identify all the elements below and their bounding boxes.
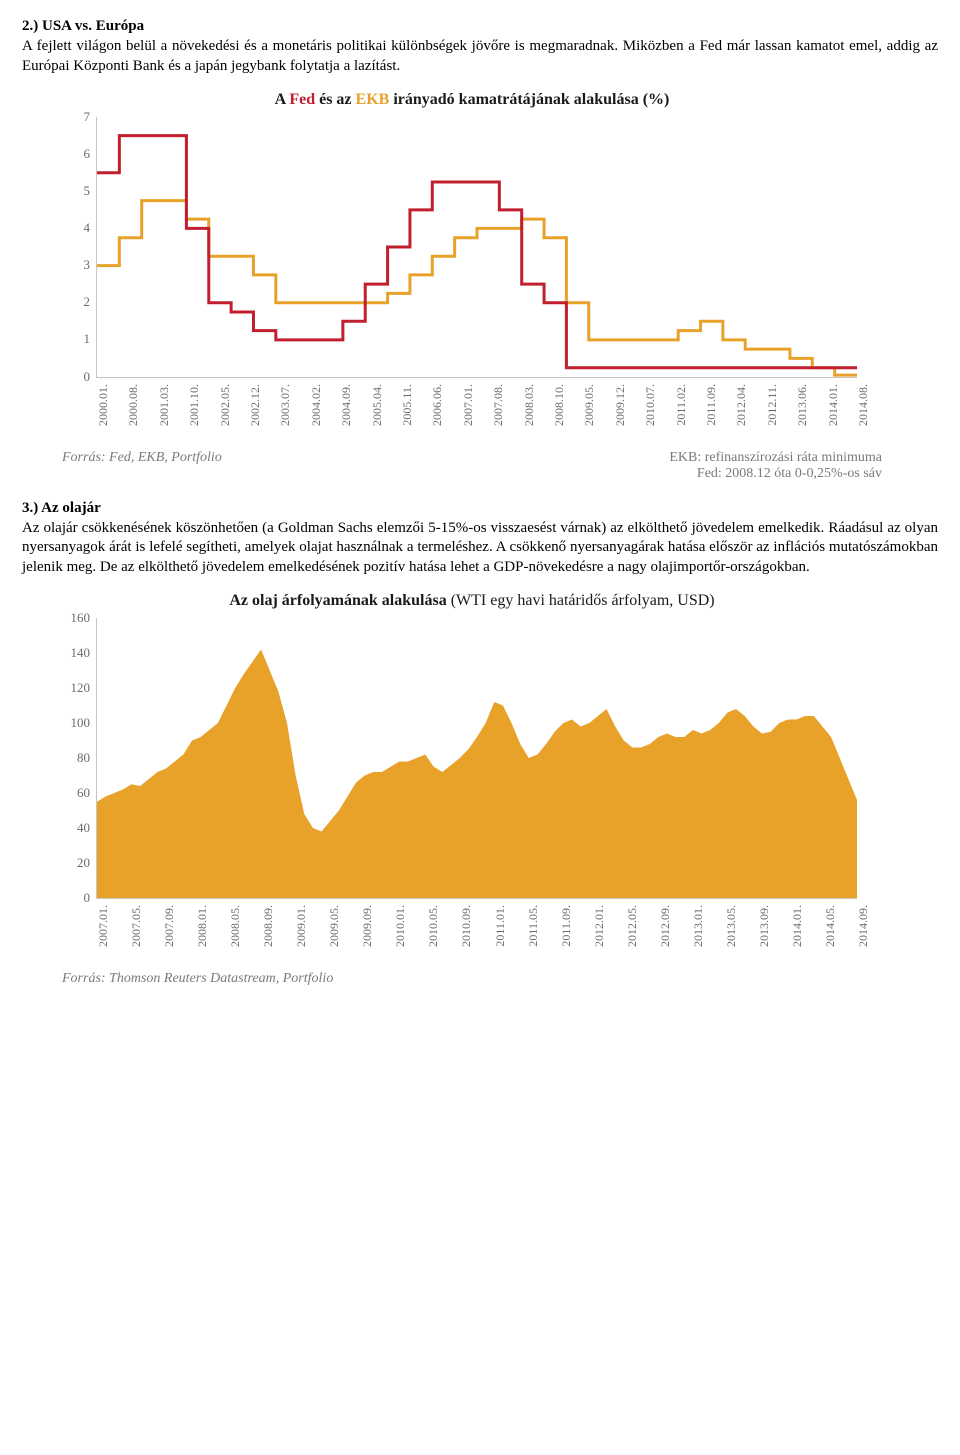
- chart1-xaxis: 2000.01.2000.08.2001.03.2001.10.2002.05.…: [96, 378, 856, 448]
- chart1-rightnote: EKB: refinanszírozási ráta minimuma Fed:…: [669, 450, 882, 482]
- chart-oil: Az olaj árfolyamának alakulása (WTI egy …: [62, 592, 882, 987]
- chart1-rightnote2: Fed: 2008.12 óta 0-0,25%-os sáv: [697, 466, 882, 481]
- chart1-plot: [96, 117, 857, 378]
- section3-body: Az olajár csökkenésének köszönhetően (a …: [22, 519, 938, 578]
- chart2-yaxis: 020406080100120140160: [62, 618, 96, 898]
- section2-title: 2.) USA vs. Európa: [22, 18, 938, 35]
- chart2-plot: [96, 618, 857, 899]
- chart1-title-mid: és az: [315, 91, 355, 108]
- chart2-title-rest: (WTI egy havi határidős árfolyam, USD): [451, 592, 715, 609]
- section3-title: 3.) Az olajár: [22, 500, 938, 517]
- chart1-title-prefix: A: [275, 91, 290, 108]
- chart1-yaxis: 01234567: [62, 117, 96, 377]
- chart2-title-prefix: Az olaj árfolyamának alakulása: [229, 592, 450, 609]
- chart2-title: Az olaj árfolyamának alakulása (WTI egy …: [62, 592, 882, 610]
- chart1-title: A Fed és az EKB irányadó kamatrátájának …: [62, 91, 882, 109]
- chart1-title-red: Fed: [289, 91, 315, 108]
- chart2-xaxis: 2007.01.2007.05.2007.09.2008.01.2008.05.…: [96, 899, 856, 969]
- chart-fed-ekb: A Fed és az EKB irányadó kamatrátájának …: [62, 91, 882, 482]
- section2-body: A fejlett világon belül a növekedési és …: [22, 37, 938, 77]
- chart1-title-orange: EKB: [356, 91, 390, 108]
- chart1-source: Forrás: Fed, EKB, Portfolio: [62, 450, 222, 482]
- chart1-rightnote1: EKB: refinanszírozási ráta minimuma: [669, 450, 882, 465]
- chart1-title-suffix: irányadó kamatrátájának alakulása (%): [389, 91, 669, 108]
- chart2-source: Forrás: Thomson Reuters Datastream, Port…: [62, 971, 882, 987]
